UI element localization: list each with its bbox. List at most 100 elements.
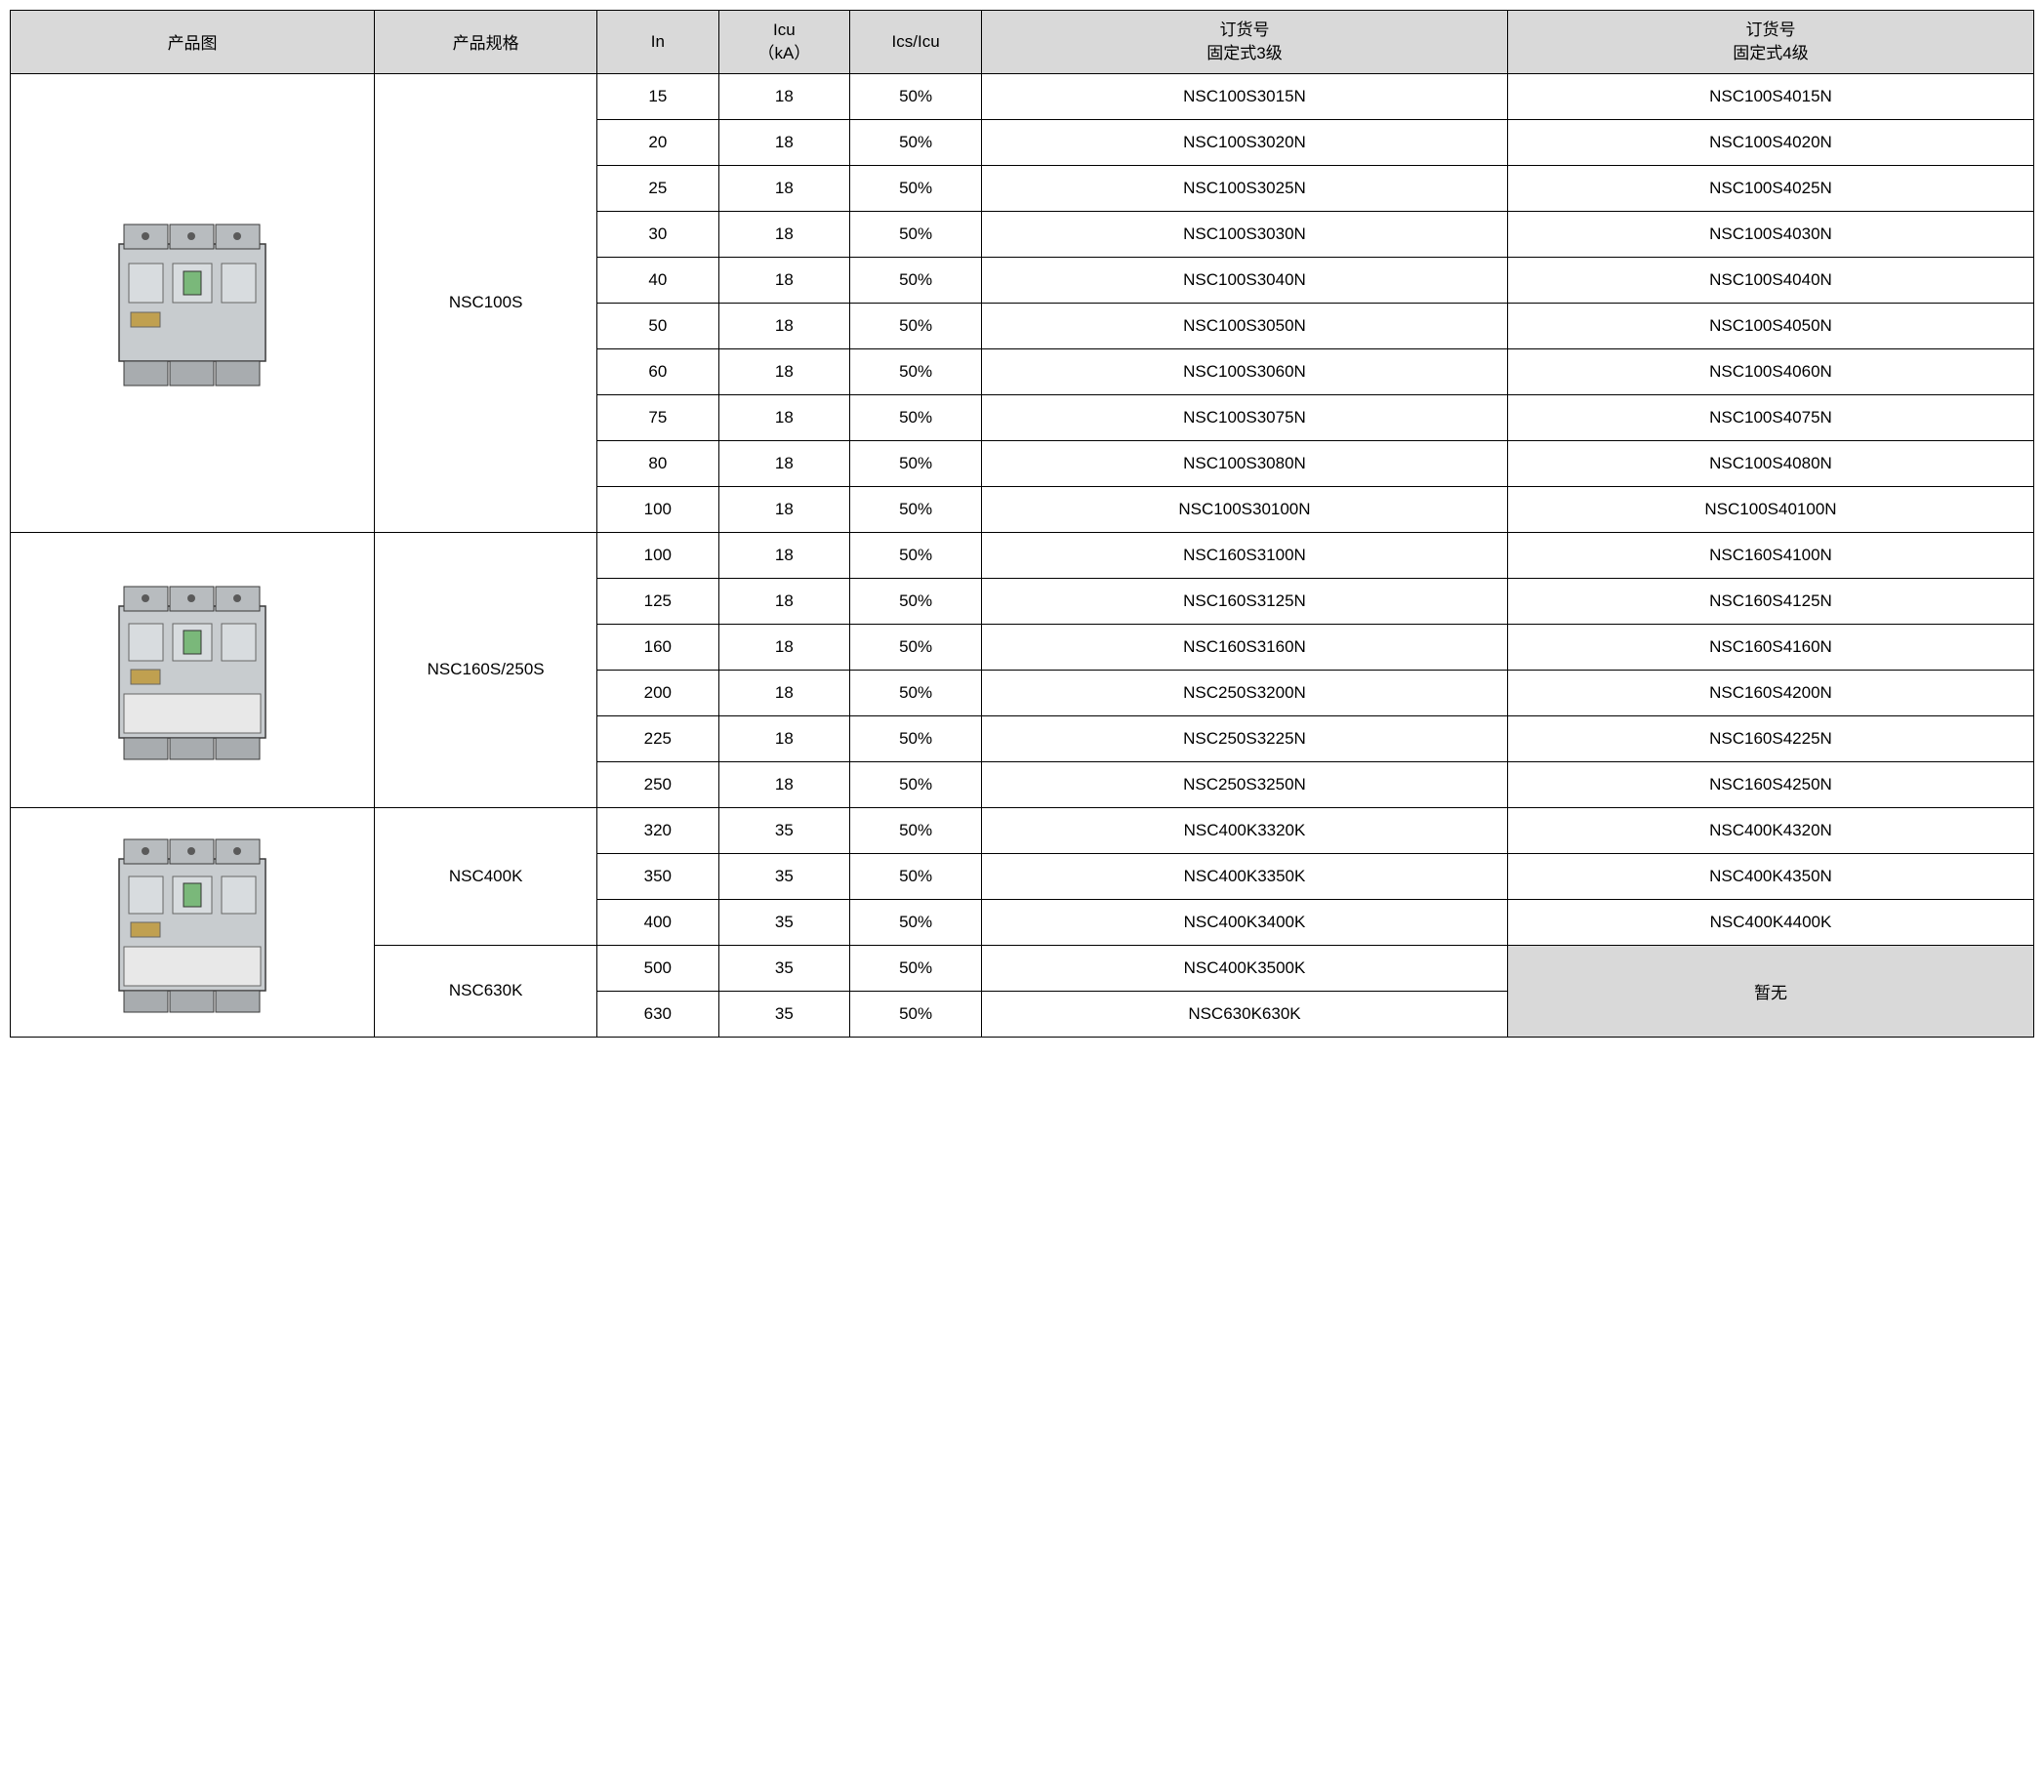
in-cell: 225 (597, 715, 718, 761)
order4-cell: NSC100S4025N (1507, 165, 2033, 211)
in-cell: 160 (597, 624, 718, 670)
table-row: NSC160S/250S 100 18 50% NSC160S3100N NSC… (11, 532, 2034, 578)
order4-cell: NSC100S4015N (1507, 73, 2033, 119)
ics-cell: 50% (850, 119, 982, 165)
ics-cell: 50% (850, 670, 982, 715)
header-in: In (597, 11, 718, 74)
order3-cell: NSC100S3015N (981, 73, 1507, 119)
ics-cell: 50% (850, 348, 982, 394)
order4-cell: NSC100S4020N (1507, 119, 2033, 165)
icu-cell: 35 (718, 807, 850, 853)
icu-cell: 18 (718, 670, 850, 715)
icu-cell: 18 (718, 761, 850, 807)
order4-cell: NSC400K4350N (1507, 853, 2033, 899)
icu-cell: 18 (718, 715, 850, 761)
product-image-cell (11, 532, 375, 807)
order3-cell: NSC100S3030N (981, 211, 1507, 257)
order4-cell: NSC160S4160N (1507, 624, 2033, 670)
ics-cell: 50% (850, 853, 982, 899)
table-row: NSC400K 320 35 50% NSC400K3320K NSC400K4… (11, 807, 2034, 853)
order3-cell: NSC100S3075N (981, 394, 1507, 440)
spec-cell: NSC400K (375, 807, 597, 945)
in-cell: 100 (597, 532, 718, 578)
product-image-cell (11, 807, 375, 1037)
in-cell: 30 (597, 211, 718, 257)
unavailable-cell: 暂无 (1507, 945, 2033, 1037)
in-cell: 350 (597, 853, 718, 899)
header-icu: Icu（kA） (718, 11, 850, 74)
order4-cell: NSC160S4125N (1507, 578, 2033, 624)
ics-cell: 50% (850, 624, 982, 670)
in-cell: 630 (597, 991, 718, 1037)
order4-cell: NSC160S4100N (1507, 532, 2033, 578)
order3-cell: NSC400K3500K (981, 945, 1507, 991)
icu-cell: 18 (718, 73, 850, 119)
in-cell: 60 (597, 348, 718, 394)
order3-cell: NSC100S30100N (981, 486, 1507, 532)
order3-cell: NSC100S3020N (981, 119, 1507, 165)
icu-cell: 18 (718, 119, 850, 165)
icu-cell: 35 (718, 853, 850, 899)
header-order3: 订货号固定式3级 (981, 11, 1507, 74)
ics-cell: 50% (850, 899, 982, 945)
order4-cell: NSC100S4030N (1507, 211, 2033, 257)
in-cell: 500 (597, 945, 718, 991)
in-cell: 25 (597, 165, 718, 211)
icu-cell: 18 (718, 303, 850, 348)
ics-cell: 50% (850, 945, 982, 991)
in-cell: 20 (597, 119, 718, 165)
order4-cell: NSC100S4060N (1507, 348, 2033, 394)
ics-cell: 50% (850, 991, 982, 1037)
icu-cell: 35 (718, 899, 850, 945)
header-order4: 订货号固定式4级 (1507, 11, 2033, 74)
order3-cell: NSC400K3350K (981, 853, 1507, 899)
ics-cell: 50% (850, 807, 982, 853)
order3-cell: NSC100S3025N (981, 165, 1507, 211)
order4-cell: NSC160S4250N (1507, 761, 2033, 807)
order4-cell: NSC400K4320N (1507, 807, 2033, 853)
header-ics-icu: Ics/Icu (850, 11, 982, 74)
icu-cell: 18 (718, 394, 850, 440)
ics-cell: 50% (850, 211, 982, 257)
header-product-image: 产品图 (11, 11, 375, 74)
breaker-icon (109, 830, 275, 1015)
order3-cell: NSC250S3225N (981, 715, 1507, 761)
order4-cell: NSC100S4075N (1507, 394, 2033, 440)
in-cell: 100 (597, 486, 718, 532)
in-cell: 320 (597, 807, 718, 853)
order4-cell: NSC100S4040N (1507, 257, 2033, 303)
icu-cell: 18 (718, 257, 850, 303)
icu-cell: 18 (718, 440, 850, 486)
in-cell: 125 (597, 578, 718, 624)
icu-cell: 35 (718, 991, 850, 1037)
in-cell: 40 (597, 257, 718, 303)
breaker-icon (109, 215, 275, 390)
spec-cell: NSC160S/250S (375, 532, 597, 807)
order3-cell: NSC100S3050N (981, 303, 1507, 348)
order4-cell: NSC160S4225N (1507, 715, 2033, 761)
in-cell: 50 (597, 303, 718, 348)
order3-cell: NSC400K3400K (981, 899, 1507, 945)
order3-cell: NSC630K630K (981, 991, 1507, 1037)
order3-cell: NSC250S3200N (981, 670, 1507, 715)
order4-cell: NSC160S4200N (1507, 670, 2033, 715)
spec-cell: NSC100S (375, 73, 597, 532)
ics-cell: 50% (850, 394, 982, 440)
table-header-row: 产品图 产品规格 In Icu（kA） Ics/Icu 订货号固定式3级 订货号… (11, 11, 2034, 74)
ics-cell: 50% (850, 73, 982, 119)
icu-cell: 18 (718, 532, 850, 578)
table-row: NSC100S 15 18 50% NSC100S3015N NSC100S40… (11, 73, 2034, 119)
order3-cell: NSC100S3060N (981, 348, 1507, 394)
order4-cell: NSC100S40100N (1507, 486, 2033, 532)
ics-cell: 50% (850, 761, 982, 807)
order4-cell: NSC100S4050N (1507, 303, 2033, 348)
in-cell: 75 (597, 394, 718, 440)
order3-cell: NSC400K3320K (981, 807, 1507, 853)
product-image-cell (11, 73, 375, 532)
order4-cell: NSC400K4400K (1507, 899, 2033, 945)
ics-cell: 50% (850, 257, 982, 303)
icu-cell: 18 (718, 211, 850, 257)
icu-cell: 18 (718, 578, 850, 624)
icu-cell: 18 (718, 165, 850, 211)
order4-cell: NSC100S4080N (1507, 440, 2033, 486)
